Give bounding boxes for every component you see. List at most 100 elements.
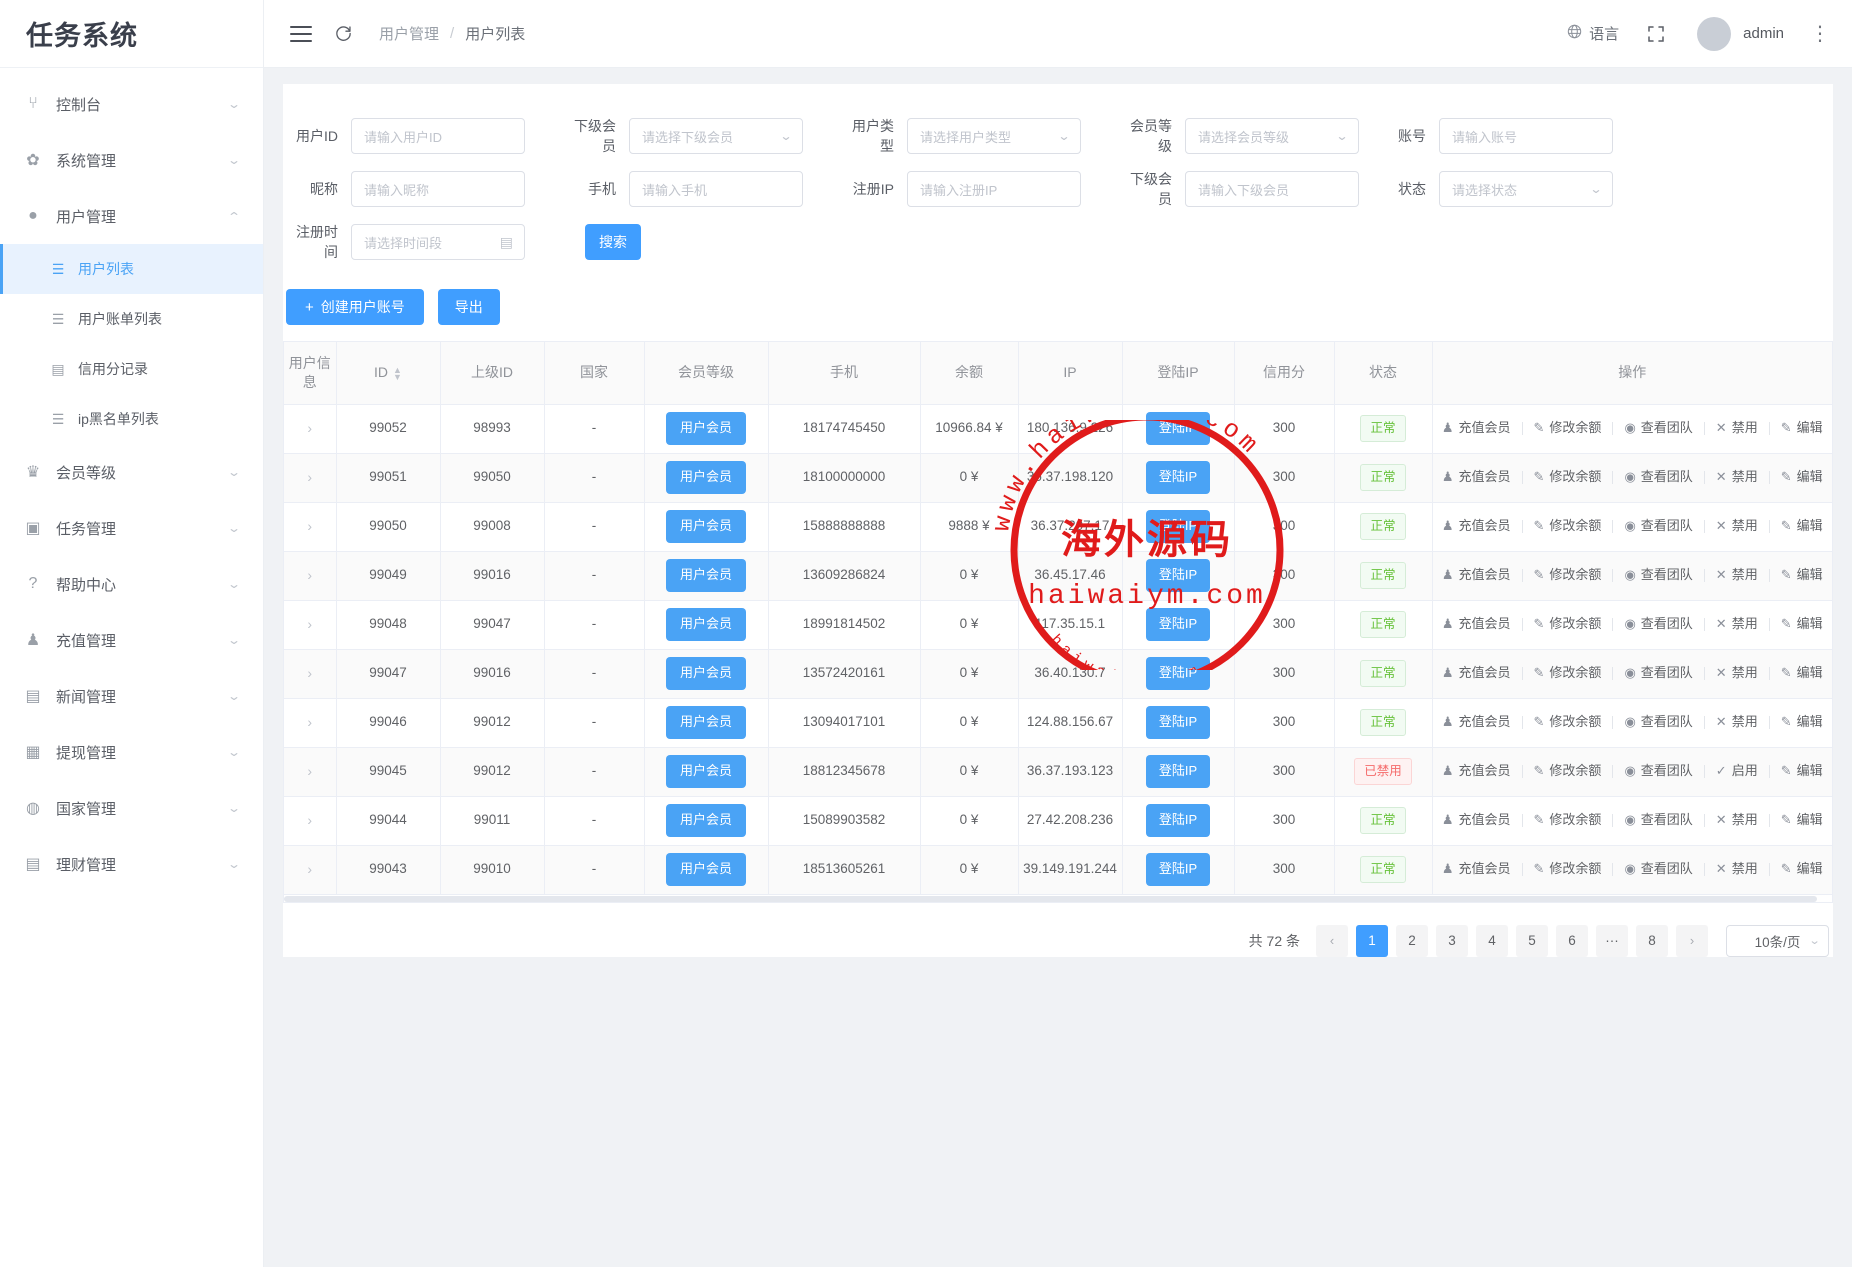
search-field-input[interactable]: 请选择会员等级 ⌄ xyxy=(1185,118,1359,154)
breadcrumb-parent[interactable]: 用户管理 xyxy=(379,26,440,43)
sidebar-item-7[interactable]: ▤ 新闻管理 ⌄ xyxy=(0,668,263,724)
avatar[interactable] xyxy=(1697,16,1732,51)
cell-expand[interactable]: › xyxy=(284,453,337,503)
edit-action[interactable]: ✎ 编辑 xyxy=(1781,566,1823,584)
login-ip-button[interactable]: 登陆IP xyxy=(1145,510,1211,543)
recharge-member-action[interactable]: ♟ 充值会员 xyxy=(1442,664,1511,682)
page-button-7[interactable]: 8 xyxy=(1636,924,1668,957)
chevron-right-icon[interactable]: › xyxy=(307,811,313,828)
modify-balance-action[interactable]: ✎ 修改余额 xyxy=(1534,713,1602,731)
language-switcher[interactable]: 语言 xyxy=(1567,23,1619,44)
login-ip-button[interactable]: 登陆IP xyxy=(1145,706,1211,739)
cell-expand[interactable]: › xyxy=(284,845,337,895)
member-level-tag[interactable]: 用户会员 xyxy=(665,853,746,886)
recharge-member-action[interactable]: ♟ 充值会员 xyxy=(1442,811,1511,829)
view-team-action[interactable]: ◉ 查看团队 xyxy=(1624,566,1692,584)
chevron-right-icon[interactable]: › xyxy=(307,713,313,730)
chevron-right-icon[interactable]: › xyxy=(307,762,313,779)
chevron-right-icon[interactable]: › xyxy=(307,468,313,485)
sidebar-item-2[interactable]: ● 用户管理 ⌄ xyxy=(0,188,263,244)
chevron-right-icon[interactable]: › xyxy=(307,664,313,681)
search-field-input[interactable]: 请输入昵称 xyxy=(351,171,525,207)
refresh-icon[interactable] xyxy=(334,24,353,43)
chevron-right-icon[interactable]: › xyxy=(307,860,313,877)
view-team-action[interactable]: ◉ 查看团队 xyxy=(1624,762,1692,780)
modify-balance-action[interactable]: ✎ 修改余额 xyxy=(1534,468,1602,486)
member-level-tag[interactable]: 用户会员 xyxy=(665,461,746,494)
page-button-4[interactable]: 5 xyxy=(1516,924,1548,957)
page-button-3[interactable]: 4 xyxy=(1476,924,1508,957)
view-team-action[interactable]: ◉ 查看团队 xyxy=(1624,615,1692,633)
sidebar-item-4[interactable]: ▣ 任务管理 ⌄ xyxy=(0,500,263,556)
modify-balance-action[interactable]: ✎ 修改余额 xyxy=(1534,811,1602,829)
recharge-member-action[interactable]: ♟ 充值会员 xyxy=(1442,566,1511,584)
edit-action[interactable]: ✎ 编辑 xyxy=(1781,860,1823,878)
export-button[interactable]: 导出 xyxy=(437,289,500,325)
toggle-status-action[interactable]: ✕ 禁用 xyxy=(1716,664,1758,682)
login-ip-button[interactable]: 登陆IP xyxy=(1145,755,1211,788)
edit-action[interactable]: ✎ 编辑 xyxy=(1781,664,1823,682)
sidebar-item-9[interactable]: ◍ 国家管理 ⌄ xyxy=(0,780,263,836)
create-user-button[interactable]: + 创建用户账号 xyxy=(286,289,424,325)
toggle-status-action[interactable]: ✕ 禁用 xyxy=(1716,566,1758,584)
table-horizontal-scrollbar[interactable] xyxy=(283,894,1833,903)
modify-balance-action[interactable]: ✎ 修改余额 xyxy=(1534,566,1602,584)
page-button-2[interactable]: 3 xyxy=(1436,924,1468,957)
view-team-action[interactable]: ◉ 查看团队 xyxy=(1624,713,1692,731)
edit-action[interactable]: ✎ 编辑 xyxy=(1781,615,1823,633)
sidebar-item-0[interactable]: ⑂ 控制台 ⌄ xyxy=(0,76,263,132)
edit-action[interactable]: ✎ 编辑 xyxy=(1781,713,1823,731)
modify-balance-action[interactable]: ✎ 修改余额 xyxy=(1534,762,1602,780)
toggle-status-action[interactable]: ✕ 禁用 xyxy=(1716,419,1758,437)
search-field-input[interactable]: 请选择用户类型 ⌄ xyxy=(907,118,1081,154)
member-level-tag[interactable]: 用户会员 xyxy=(665,755,746,788)
sidebar-item-8[interactable]: ▦ 提现管理 ⌄ xyxy=(0,724,263,780)
member-level-tag[interactable]: 用户会员 xyxy=(665,608,746,641)
sidebar-item-3[interactable]: ♛ 会员等级 ⌄ xyxy=(0,444,263,500)
sidebar-subitem-2-1[interactable]: ☰ 用户账单列表 xyxy=(0,294,263,344)
recharge-member-action[interactable]: ♟ 充值会员 xyxy=(1442,615,1511,633)
more-vertical-icon[interactable]: ⋮ xyxy=(1810,22,1830,45)
chevron-right-icon[interactable]: › xyxy=(307,566,313,583)
search-field-input[interactable]: 请输入账号 xyxy=(1439,118,1613,154)
table-header-1[interactable]: ID ▲ ▼ xyxy=(336,342,441,405)
view-team-action[interactable]: ◉ 查看团队 xyxy=(1624,517,1692,535)
recharge-member-action[interactable]: ♟ 充值会员 xyxy=(1442,517,1511,535)
member-level-tag[interactable]: 用户会员 xyxy=(665,706,746,739)
login-ip-button[interactable]: 登陆IP xyxy=(1145,657,1211,690)
member-level-tag[interactable]: 用户会员 xyxy=(665,412,746,445)
login-ip-button[interactable]: 登陆IP xyxy=(1145,559,1211,592)
recharge-member-action[interactable]: ♟ 充值会员 xyxy=(1442,762,1511,780)
page-button-6[interactable]: ··· xyxy=(1596,924,1628,957)
modify-balance-action[interactable]: ✎ 修改余额 xyxy=(1534,517,1602,535)
page-button-0[interactable]: 1 xyxy=(1356,924,1388,957)
scrollbar-thumb[interactable] xyxy=(284,895,1817,902)
toggle-status-action[interactable]: ✕ 禁用 xyxy=(1716,615,1758,633)
recharge-member-action[interactable]: ♟ 充值会员 xyxy=(1442,713,1511,731)
chevron-right-icon[interactable]: › xyxy=(307,517,313,534)
sidebar-item-5[interactable]: ? 帮助中心 ⌄ xyxy=(0,556,263,612)
view-team-action[interactable]: ◉ 查看团队 xyxy=(1624,419,1692,437)
login-ip-button[interactable]: 登陆IP xyxy=(1145,412,1211,445)
view-team-action[interactable]: ◉ 查看团队 xyxy=(1624,468,1692,486)
search-field-input[interactable]: 请选择下级会员 ⌄ xyxy=(629,118,803,154)
register-time-input[interactable]: 请选择时间段 ▤ xyxy=(351,224,525,260)
modify-balance-action[interactable]: ✎ 修改余额 xyxy=(1534,860,1602,878)
sidebar-item-6[interactable]: ♟ 充值管理 ⌄ xyxy=(0,612,263,668)
login-ip-button[interactable]: 登陆IP xyxy=(1145,608,1211,641)
cell-expand[interactable]: › xyxy=(284,698,337,748)
login-ip-button[interactable]: 登陆IP xyxy=(1145,853,1211,886)
sort-icon[interactable]: ▲ ▼ xyxy=(393,364,402,382)
member-level-tag[interactable]: 用户会员 xyxy=(665,804,746,837)
chevron-right-icon[interactable]: › xyxy=(307,615,313,632)
member-level-tag[interactable]: 用户会员 xyxy=(665,510,746,543)
sidebar-subitem-2-2[interactable]: ▤ 信用分记录 xyxy=(0,344,263,394)
cell-expand[interactable]: › xyxy=(284,747,337,797)
chevron-right-icon[interactable]: › xyxy=(307,419,313,436)
toggle-status-action[interactable]: ✕ 禁用 xyxy=(1716,517,1758,535)
toggle-status-action[interactable]: ✕ 禁用 xyxy=(1716,713,1758,731)
edit-action[interactable]: ✎ 编辑 xyxy=(1781,517,1823,535)
cell-expand[interactable]: › xyxy=(284,551,337,601)
chevron-right-icon[interactable]: › xyxy=(1676,924,1708,957)
search-field-input[interactable]: 请输入下级会员 xyxy=(1185,171,1359,207)
